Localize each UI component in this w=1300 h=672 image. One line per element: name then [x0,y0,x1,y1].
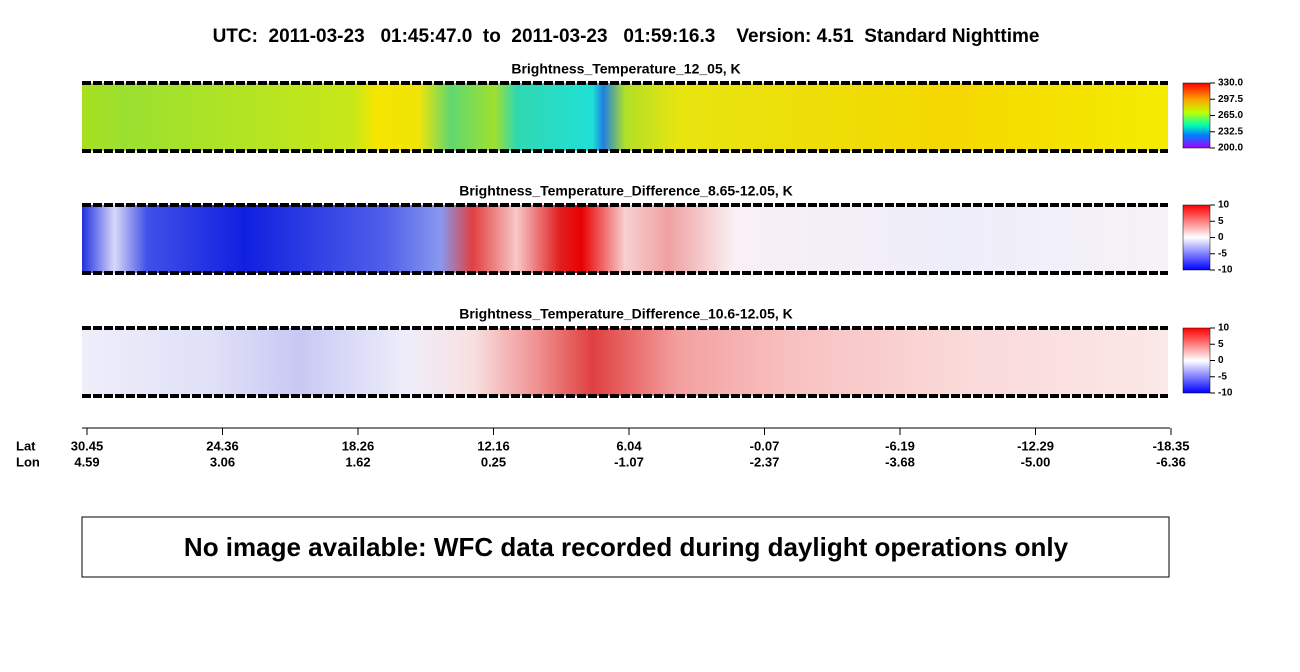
axis-tick-label: -5.00 [1021,454,1051,469]
colorbar-label: 5 [1218,339,1224,350]
axis-tick-label: -6.19 [885,438,915,453]
image-strip [82,328,1168,396]
axis-tick-label: 30.45 [71,438,104,453]
title: UTC: 2011-03-23 01:45:47.0 to 2011-03-23… [213,26,1040,47]
axis-tick-label: -18.35 [1153,438,1190,453]
axis-tick-label: 4.59 [74,454,99,469]
colorbar-label: -10 [1218,388,1233,399]
axis-tick-label: -6.36 [1156,454,1186,469]
colorbar [1182,82,1211,149]
notice-box [81,516,1170,578]
axis-tick-label: -1.07 [614,454,644,469]
axis-tick-label: -2.37 [750,454,780,469]
axis-tick-label: 0.25 [481,454,506,469]
axis-row-label: Lon [16,454,40,469]
colorbar-label: 200.0 [1218,143,1243,154]
axis-tick-label: 18.26 [342,438,375,453]
panel-title: Brightness_Temperature_12_05, K [511,61,740,77]
colorbar-label: -10 [1218,265,1233,276]
colorbar-label: 10 [1218,200,1230,211]
colorbar-label: 10 [1218,323,1230,334]
colorbar-label: 297.5 [1218,94,1243,105]
colorbar-label: 0 [1218,355,1224,366]
colorbar-label: 5 [1218,216,1224,227]
panel-title: Brightness_Temperature_Difference_8.65-1… [459,183,793,199]
axis-row-label: Lat [16,438,36,453]
image-strip [82,83,1168,151]
axis-tick-label: -12.29 [1017,438,1054,453]
colorbar-label: 330.0 [1218,78,1243,89]
axis-tick-label: 12.16 [477,438,510,453]
axis-tick-label: -3.68 [885,454,915,469]
notice: No image available: WFC data recorded du… [184,532,1069,562]
colorbar-label: -5 [1218,371,1227,382]
axis-tick-label: 1.62 [345,454,370,469]
panel-title: Brightness_Temperature_Difference_10.6-1… [459,306,793,322]
colorbar-label: 0 [1218,232,1224,243]
colorbar [1182,204,1211,271]
colorbar-label: 265.0 [1218,110,1243,121]
axis-tick-label: 3.06 [210,454,235,469]
axis-tick-label: 6.04 [616,438,642,453]
colorbar [1182,327,1211,394]
colorbar-label: -5 [1218,248,1227,259]
axis-tick-label: -0.07 [750,438,780,453]
axis-tick-label: 24.36 [206,438,239,453]
colorbar-label: 232.5 [1218,126,1243,137]
image-strip [82,205,1168,273]
